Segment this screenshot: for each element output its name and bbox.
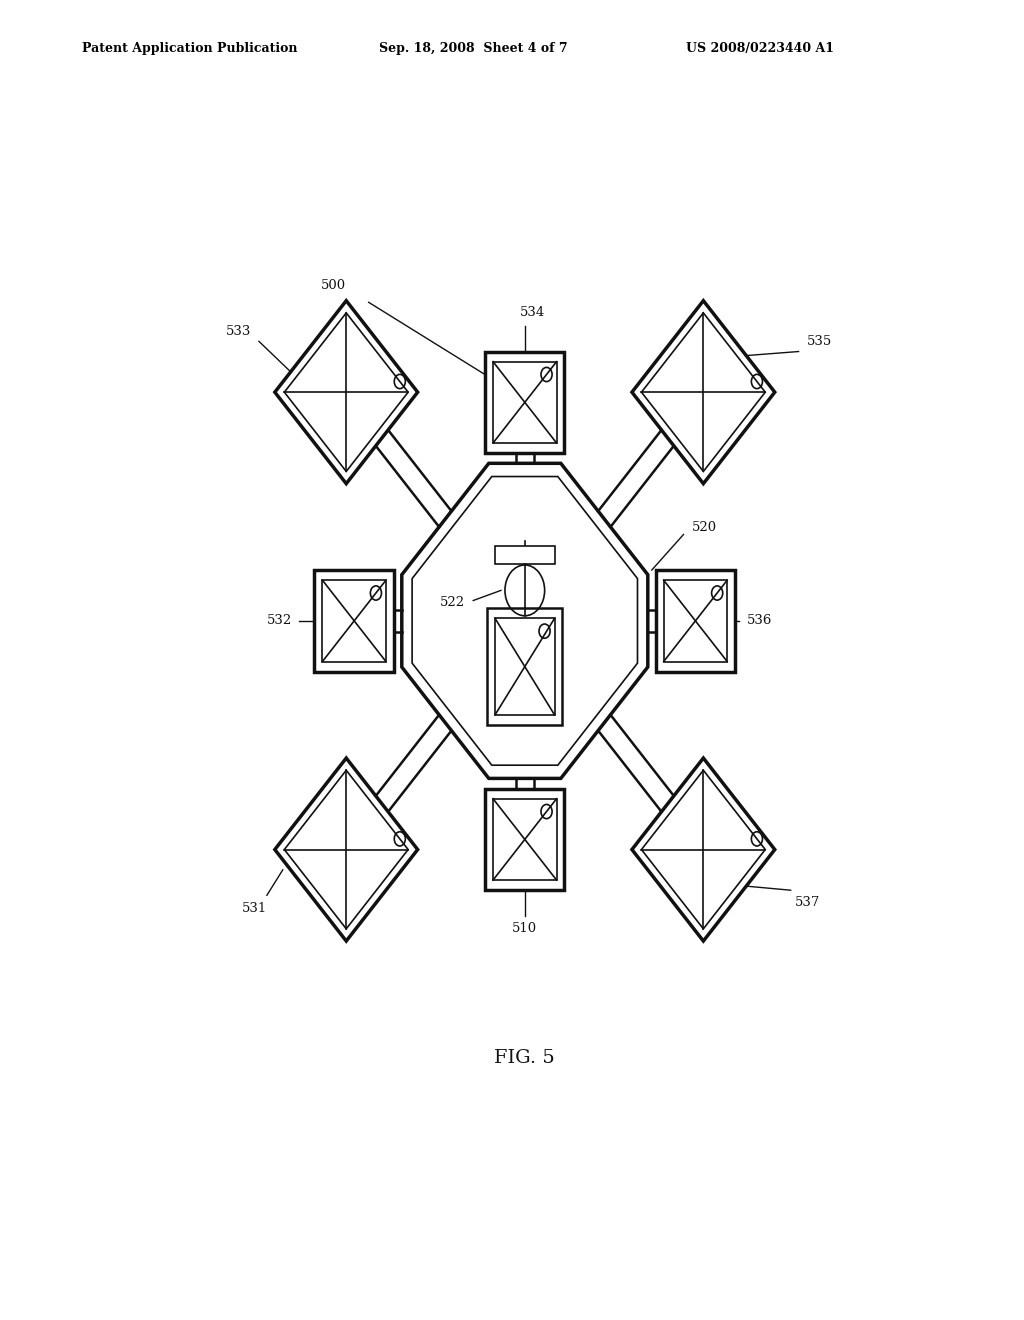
Polygon shape [274,758,418,941]
Text: US 2008/0223440 A1: US 2008/0223440 A1 [686,42,835,55]
Bar [495,545,555,564]
Polygon shape [632,758,775,941]
Text: 531: 531 [242,902,267,915]
Bar [664,581,727,661]
Bar [485,351,564,453]
Polygon shape [401,463,648,779]
Text: FIG. 5: FIG. 5 [495,1049,555,1067]
Text: 535: 535 [807,335,831,348]
Bar [494,799,557,880]
Text: 520: 520 [691,521,717,533]
Text: 532: 532 [267,614,292,627]
Text: 537: 537 [795,896,820,909]
Polygon shape [632,301,775,483]
Bar [495,618,555,715]
Bar [485,788,564,890]
Bar [494,362,557,444]
Polygon shape [274,301,418,483]
Text: 533: 533 [225,325,251,338]
Text: 536: 536 [748,614,772,627]
Text: 510: 510 [512,923,538,936]
Text: 534: 534 [520,306,546,319]
Bar [487,609,562,725]
Text: Sep. 18, 2008  Sheet 4 of 7: Sep. 18, 2008 Sheet 4 of 7 [379,42,567,55]
Text: 522: 522 [440,597,465,609]
Bar [655,570,735,672]
Bar [314,570,394,672]
Text: Patent Application Publication: Patent Application Publication [82,42,297,55]
Text: 500: 500 [322,279,346,292]
Bar [323,581,386,661]
